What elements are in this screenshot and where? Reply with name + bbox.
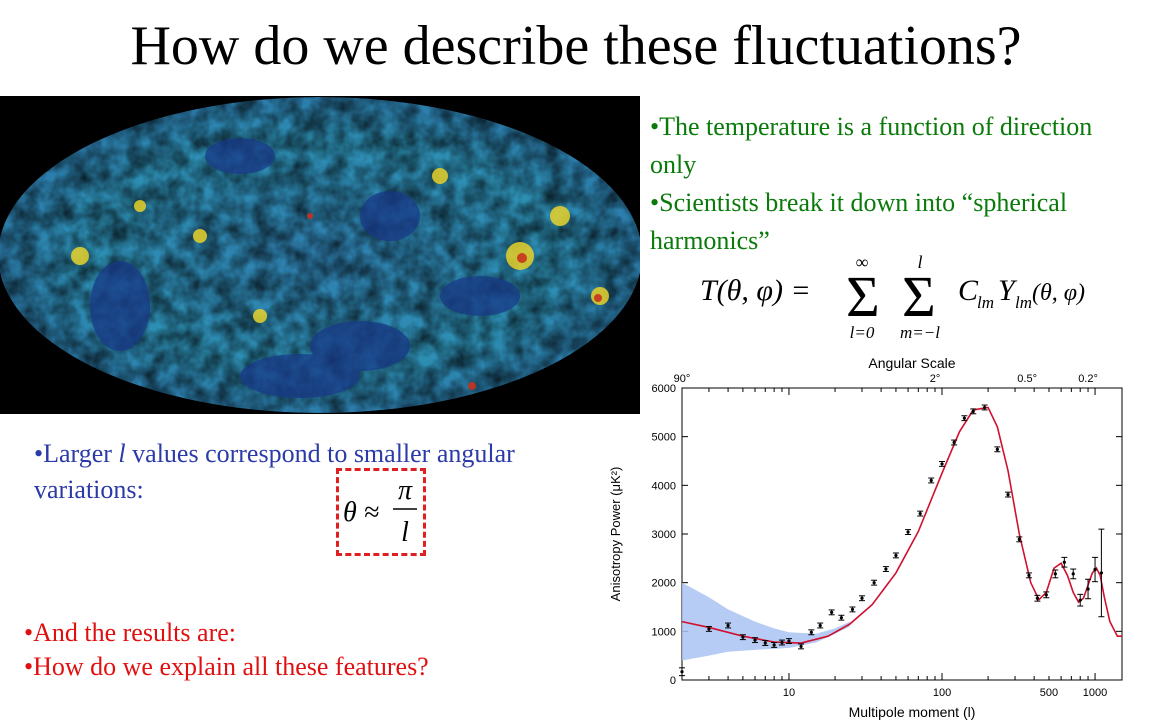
data-point <box>1027 573 1031 577</box>
data-point <box>872 581 876 585</box>
data-point <box>983 405 987 410</box>
formula-sum1-top: ∞ <box>856 252 869 272</box>
data-point <box>741 635 745 639</box>
data-point <box>787 639 791 643</box>
data-point <box>1053 572 1057 576</box>
data-point <box>1086 587 1090 591</box>
top-tick-label: 0.2° <box>1078 373 1098 385</box>
data-point <box>707 627 711 631</box>
y-tick-label: 4000 <box>652 480 676 492</box>
data-point <box>839 616 843 620</box>
data-point <box>918 511 922 516</box>
data-point <box>995 447 999 451</box>
data-point <box>780 640 784 645</box>
data-point <box>1062 560 1066 564</box>
formula-args: (θ, φ) <box>1032 280 1085 306</box>
data-point <box>1078 598 1082 602</box>
data-point <box>1006 492 1010 497</box>
bullet-temperature: •The temperature is a function of direct… <box>650 112 1093 179</box>
data-point <box>940 462 944 466</box>
data-point <box>860 596 864 600</box>
data-point <box>850 607 855 612</box>
bullet-spherical-harmonics: •Scientists break it down into “spherica… <box>650 188 1068 255</box>
spherical-harmonic-formula: T(θ, φ) = Σ ∞ l=0 Σ l m=−l C lm Y lm (θ,… <box>700 252 1085 340</box>
data-point <box>799 644 803 649</box>
formula-sum2-bottom: m=−l <box>900 323 940 340</box>
formula-c: C <box>958 274 979 307</box>
cmb-sky-map <box>0 96 640 414</box>
data-point <box>894 553 898 558</box>
multipole-note-suffix: values correspond to smaller angular var… <box>34 439 515 504</box>
model-curve <box>681 406 1122 644</box>
data-point <box>962 416 966 420</box>
x-tick-label: 500 <box>1040 687 1058 699</box>
multipole-note-var: l <box>118 439 126 468</box>
theta-approx-formula: θ ≈ π l <box>343 475 417 548</box>
y-tick-label: 3000 <box>652 529 676 541</box>
data-point <box>1071 572 1075 576</box>
formula-sum-1: Σ <box>846 264 880 329</box>
formula-lhs: T(θ, φ) = <box>700 274 811 307</box>
y-tick-label: 2000 <box>652 578 676 590</box>
data-point <box>1099 571 1103 575</box>
data-point <box>952 440 956 445</box>
formula-sum2-top: l <box>917 252 922 272</box>
data-point <box>726 623 730 628</box>
formula-sum-2: Σ <box>902 264 936 329</box>
data-point <box>1044 593 1048 597</box>
x-tick-label: 1000 <box>1083 687 1107 699</box>
x-tick-label: 100 <box>933 687 951 699</box>
top-tick-label: 90° <box>674 373 691 385</box>
data-point <box>971 409 975 413</box>
theta-approx-lhs: θ ≈ <box>343 497 379 528</box>
theta-approx-numerator: π <box>398 475 413 506</box>
data-point <box>906 530 910 534</box>
data-point <box>809 630 813 634</box>
y-axis-label: Anisotropy Power (μK²) <box>608 467 623 602</box>
data-point <box>1035 596 1039 600</box>
power-spectrum-chart: Angular Scale Anisotropy Power (μK²) Mul… <box>608 355 1123 720</box>
y-tick-label: 5000 <box>652 432 676 444</box>
data-point <box>753 638 757 642</box>
theta-approx-box: θ ≈ π l <box>336 468 426 556</box>
formula-y: Y <box>998 274 1018 307</box>
data-point <box>772 643 776 647</box>
data-point <box>929 478 933 483</box>
data-point <box>1017 537 1021 541</box>
top-tick-label: 0.5° <box>1017 373 1037 385</box>
data-point <box>884 567 888 571</box>
x-tick-label: 10 <box>783 687 795 699</box>
x-axis-label: Multipole moment (l) <box>849 704 976 720</box>
formula-c-sub: lm <box>977 293 994 312</box>
red-bullet-list: •And the results are: •How do we explain… <box>24 616 544 684</box>
y-tick-label: 6000 <box>652 383 676 395</box>
theta-approx-denominator: l <box>401 517 409 548</box>
top-tick-label: 2° <box>930 373 941 385</box>
y-tick-label: 1000 <box>652 626 676 638</box>
multipole-note-prefix: •Larger <box>34 439 119 468</box>
green-bullet-list: •The temperature is a function of direct… <box>650 108 1130 260</box>
top-axis-title: Angular Scale <box>868 355 955 371</box>
data-point <box>763 641 767 645</box>
formula-sum1-bottom: l=0 <box>850 323 875 340</box>
data-point <box>818 623 822 628</box>
formula-y-sub: lm <box>1015 293 1032 312</box>
y-tick-label: 0 <box>670 675 676 687</box>
multipole-note: •Larger l values correspond to smaller a… <box>34 436 534 508</box>
bullet-explain-features: •How do we explain all these features? <box>24 652 429 681</box>
cosmic-variance-band <box>682 582 850 661</box>
data-point <box>830 610 834 614</box>
data-point <box>680 670 684 674</box>
bullet-results: •And the results are: <box>24 618 236 647</box>
page-title: How do we describe these fluctuations? <box>130 15 1022 77</box>
data-point <box>1093 567 1097 572</box>
